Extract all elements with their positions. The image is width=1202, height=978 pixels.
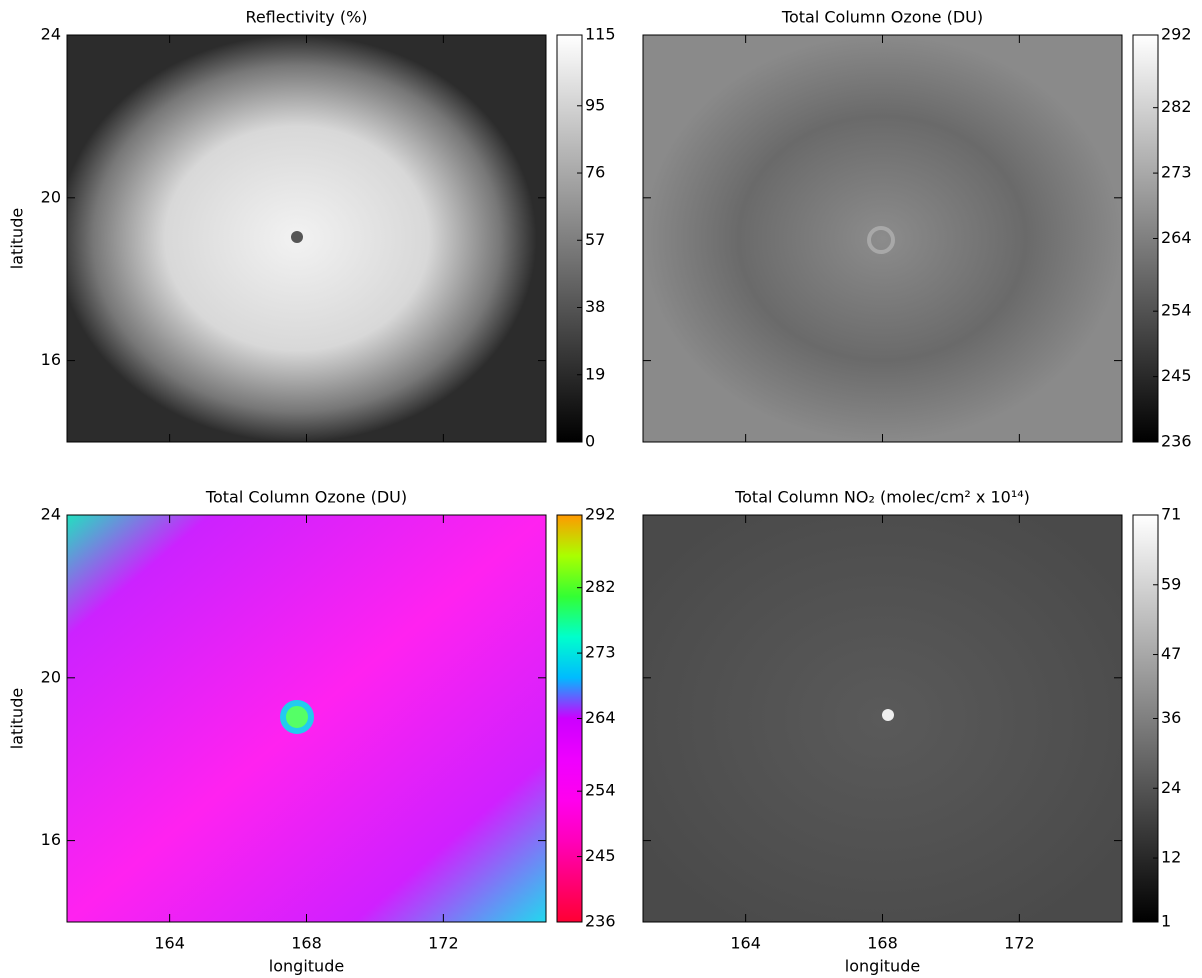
colorbar-tick-label: 254 <box>1161 301 1192 320</box>
x-tick-label: 172 <box>1004 934 1035 953</box>
colorbar-tick-label: 282 <box>585 577 616 596</box>
colorbar-tick-label: 264 <box>585 708 616 727</box>
colorbar-tick-label: 95 <box>585 95 605 114</box>
colorbar-tick-label: 264 <box>1161 228 1192 247</box>
colorbar-tick-label: 36 <box>1161 708 1181 727</box>
colorbar-tick-label: 24 <box>1161 778 1181 797</box>
x-tick-label: 168 <box>291 934 322 953</box>
y-tick-label: 20 <box>41 187 61 206</box>
colorbar-tick-label: 236 <box>585 912 616 931</box>
y-tick-label: 16 <box>41 830 61 849</box>
colorbar-tick-label: 292 <box>585 505 616 524</box>
y-tick-label: 16 <box>41 350 61 369</box>
chart-title: Total Column Ozone (DU) <box>205 488 407 507</box>
colorbar-tick-label: 38 <box>585 297 605 316</box>
colorbar-tick-label: 71 <box>1161 505 1181 524</box>
x-tick-label: 164 <box>154 934 185 953</box>
hotspot <box>882 709 894 721</box>
x-tick-label: 164 <box>730 934 761 953</box>
chart-title: Total Column NO₂ (molec/cm² x 10¹⁴) <box>734 488 1030 507</box>
colorbar-tick-label: 47 <box>1161 644 1181 663</box>
y-tick-label: 20 <box>41 667 61 686</box>
colorbar <box>557 35 582 442</box>
field-image <box>643 515 1122 922</box>
x-axis-label: longitude <box>269 957 344 976</box>
chart-title: Total Column Ozone (DU) <box>781 8 983 27</box>
colorbar-tick-label: 57 <box>585 230 605 249</box>
colorbar-tick-label: 292 <box>1161 25 1192 44</box>
y-tick-label: 24 <box>41 505 61 524</box>
chart-title: Reflectivity (%) <box>245 8 367 27</box>
eye <box>283 703 311 731</box>
colorbar-tick-label: 282 <box>1161 97 1192 116</box>
colorbar-tick-label: 115 <box>585 25 616 44</box>
colorbar-tick-label: 254 <box>585 781 616 800</box>
colorbar-tick-label: 273 <box>1161 163 1192 182</box>
colorbar-tick-label: 1 <box>1161 912 1171 931</box>
field-image <box>643 35 1122 442</box>
x-axis-label: longitude <box>845 957 920 976</box>
colorbar-tick-label: 76 <box>585 163 605 182</box>
field-image <box>67 35 546 442</box>
figure: Reflectivity (%) 16 20 24 latitude 0 19 38 57 76 9… <box>0 0 1202 978</box>
x-tick-label: 168 <box>867 934 898 953</box>
colorbar-tick-label: 245 <box>585 846 616 865</box>
y-axis-label: latitude <box>8 208 27 269</box>
colorbar-tick-label: 59 <box>1161 574 1181 593</box>
colorbar-tick-label: 273 <box>585 643 616 662</box>
colorbar-tick-label: 245 <box>1161 366 1192 385</box>
y-tick-label: 24 <box>41 25 61 44</box>
colorbar-tick-label: 0 <box>585 432 595 451</box>
colorbar-tick-label: 236 <box>1161 432 1192 451</box>
colorbar-tick-label: 12 <box>1161 848 1181 867</box>
x-tick-label: 172 <box>428 934 459 953</box>
y-axis-label: latitude <box>8 688 27 749</box>
eye <box>291 231 303 243</box>
colorbar-tick-label: 19 <box>585 364 605 383</box>
